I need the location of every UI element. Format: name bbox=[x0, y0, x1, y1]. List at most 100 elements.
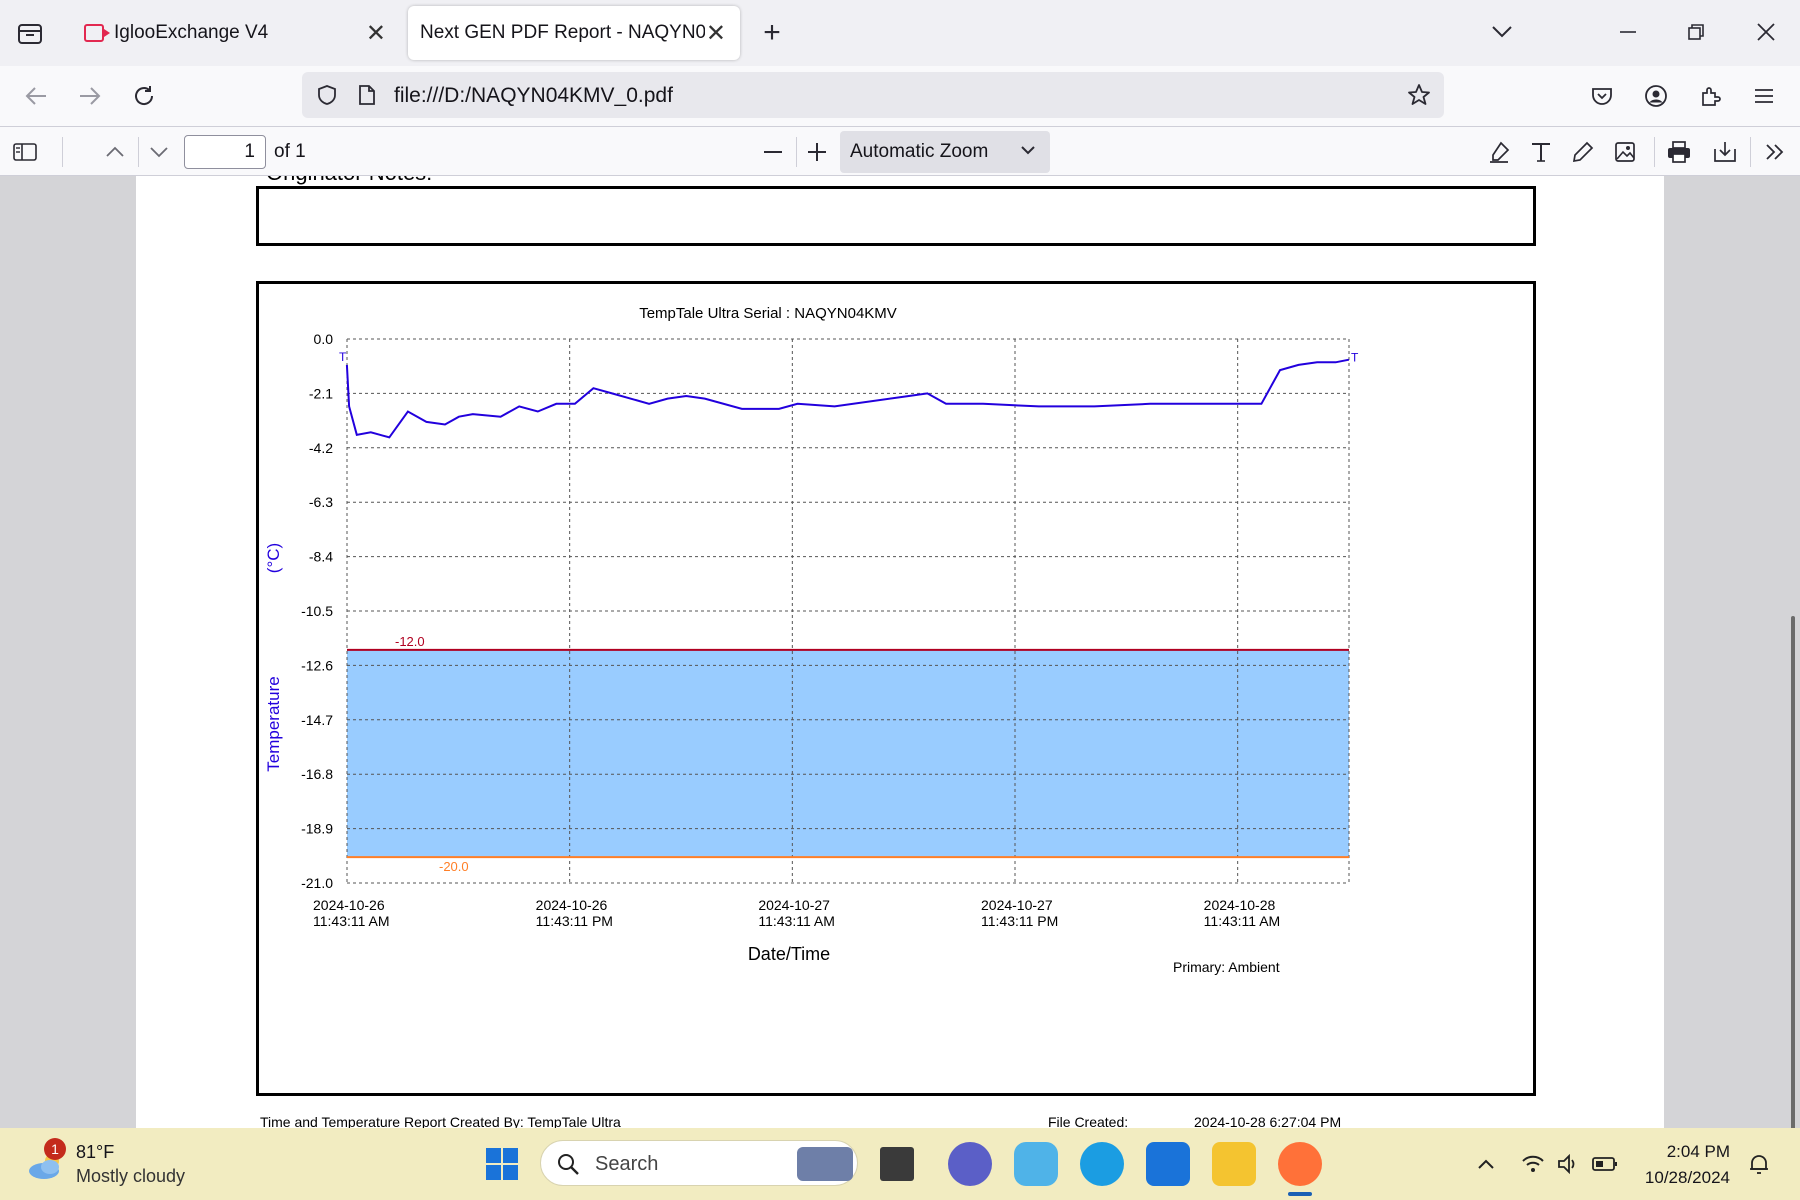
copilot-icon[interactable] bbox=[1014, 1142, 1058, 1186]
highlight-icon[interactable] bbox=[1482, 135, 1516, 169]
tab-label: IglooExchange V4 bbox=[114, 22, 269, 43]
back-icon[interactable] bbox=[18, 78, 54, 114]
series-legend: Primary: Ambient bbox=[1173, 959, 1280, 975]
zoom-out-icon[interactable] bbox=[756, 135, 790, 169]
list-all-tabs-icon[interactable] bbox=[1484, 14, 1520, 50]
x-tick-label: 11:43:11 PM bbox=[536, 913, 613, 929]
x-axis-label: Date/Time bbox=[748, 944, 830, 964]
zoom-in-icon[interactable] bbox=[800, 135, 834, 169]
task-view-icon[interactable] bbox=[880, 1147, 914, 1181]
chevron-up-icon[interactable] bbox=[1472, 1150, 1500, 1178]
close-tab-icon[interactable]: ✕ bbox=[705, 19, 726, 47]
navigation-bar: file:///D:/NAQYN04KMV_0.pdf bbox=[0, 66, 1800, 126]
tab-pdf-report[interactable]: Next GEN PDF Report - NAQYN04KMV ✕ bbox=[408, 6, 740, 60]
zoom-select[interactable]: Automatic Zoom bbox=[840, 131, 1050, 173]
wifi-icon[interactable] bbox=[1518, 1150, 1548, 1178]
y-tick-label: -4.2 bbox=[309, 440, 333, 456]
text-tool-icon[interactable] bbox=[1524, 135, 1558, 169]
x-tick-label: 11:43:11 AM bbox=[313, 913, 390, 929]
x-tick-label: 2024-10-27 bbox=[981, 897, 1053, 913]
y-tick-label: -12.6 bbox=[301, 657, 333, 673]
url-text[interactable]: file:///D:/NAQYN04KMV_0.pdf bbox=[394, 84, 673, 107]
page-count-label: of 1 bbox=[274, 141, 306, 162]
acceptable-range-band bbox=[347, 649, 1349, 858]
file-explorer-icon[interactable] bbox=[1212, 1142, 1256, 1186]
previous-page-icon[interactable] bbox=[98, 135, 132, 169]
page-number-input[interactable]: 1 bbox=[184, 135, 266, 169]
y-tick-label: -8.4 bbox=[309, 549, 333, 565]
x-tick-label: 11:43:11 PM bbox=[981, 913, 1058, 929]
shield-icon[interactable] bbox=[312, 80, 342, 110]
y-tick-label: 0.0 bbox=[314, 331, 334, 347]
clock-time[interactable]: 2:04 PM bbox=[1666, 1142, 1730, 1161]
y-tick-label: -6.3 bbox=[309, 494, 333, 510]
next-page-icon[interactable] bbox=[142, 135, 176, 169]
store-icon[interactable] bbox=[1146, 1142, 1190, 1186]
notification-badge: 1 bbox=[44, 1138, 66, 1160]
print-icon[interactable] bbox=[1662, 135, 1696, 169]
edge-icon[interactable] bbox=[1080, 1142, 1124, 1186]
x-tick-label: 2024-10-28 bbox=[1204, 897, 1276, 913]
taskbar-search[interactable]: Search bbox=[540, 1140, 858, 1186]
reload-icon[interactable] bbox=[126, 78, 162, 114]
end-marker: T bbox=[1351, 351, 1359, 365]
pdf-viewer[interactable]: Originator Notes: 0.0 -2.1 -4.2 -6.3 -8.4 -10… bbox=[0, 176, 1800, 1128]
temperature-series-line bbox=[345, 358, 1350, 439]
clock-date[interactable]: 10/28/2024 bbox=[1644, 1168, 1730, 1187]
start-marker: T bbox=[339, 350, 347, 364]
x-tick-label: 11:43:11 AM bbox=[758, 913, 835, 929]
battery-icon[interactable] bbox=[1590, 1150, 1620, 1178]
upper-limit-label: -12.0 bbox=[395, 634, 425, 649]
more-tools-icon[interactable] bbox=[1758, 135, 1792, 169]
close-tab-icon[interactable]: ✕ bbox=[365, 19, 386, 47]
volume-icon[interactable] bbox=[1554, 1150, 1584, 1178]
search-highlight-image bbox=[797, 1147, 853, 1181]
pocket-icon[interactable] bbox=[1584, 78, 1620, 114]
windows-start-icon[interactable] bbox=[480, 1142, 524, 1186]
x-tick-label: 2024-10-26 bbox=[536, 897, 608, 913]
close-window-icon[interactable] bbox=[1748, 14, 1784, 50]
y-tick-label: -14.7 bbox=[301, 712, 333, 728]
scrollbar[interactable] bbox=[1791, 616, 1795, 1128]
y-tick-label: -2.1 bbox=[309, 385, 333, 401]
separator bbox=[1750, 137, 1751, 167]
account-icon[interactable] bbox=[1638, 78, 1674, 114]
temperature-chart: 0.0 -2.1 -4.2 -6.3 -8.4 -10.5 -12.6 -14.7 -16.8 -… bbox=[256, 281, 1536, 1096]
chart-canvas: 0.0 -2.1 -4.2 -6.3 -8.4 -10.5 -12.6 -14.7 -16.8 -… bbox=[264, 305, 1359, 975]
separator bbox=[796, 137, 797, 167]
search-icon bbox=[555, 1151, 581, 1177]
pdf-page: Originator Notes: 0.0 -2.1 -4.2 -6.3 -8.4 -10… bbox=[136, 176, 1664, 1128]
draw-icon[interactable] bbox=[1566, 135, 1600, 169]
footer-created-by: Time and Temperature Report Created By: … bbox=[260, 1114, 621, 1128]
sidebar-toggle-icon[interactable] bbox=[8, 135, 42, 169]
bookmark-star-icon[interactable] bbox=[1404, 80, 1434, 110]
x-tick-label: 11:43:11 AM bbox=[1204, 913, 1281, 929]
y-tick-label: -21.0 bbox=[301, 875, 333, 891]
new-tab-icon[interactable]: + bbox=[763, 16, 781, 49]
chart-title: TempTale Ultra Serial : NAQYN04KMV bbox=[639, 305, 897, 322]
teams-icon[interactable] bbox=[948, 1142, 992, 1186]
notes-heading: Originator Notes: bbox=[266, 176, 432, 186]
x-tick-label: 2024-10-26 bbox=[313, 897, 385, 913]
extensions-icon[interactable] bbox=[1692, 78, 1728, 114]
firefox-icon[interactable] bbox=[1278, 1142, 1322, 1186]
tab-list-icon[interactable] bbox=[12, 16, 48, 50]
lower-limit-label: -20.0 bbox=[439, 859, 469, 874]
menu-icon[interactable] bbox=[1746, 78, 1782, 114]
search-label: Search bbox=[595, 1153, 659, 1175]
minimize-icon[interactable] bbox=[1610, 14, 1646, 50]
notifications-icon[interactable] bbox=[1744, 1150, 1774, 1178]
save-icon[interactable] bbox=[1708, 135, 1742, 169]
y-axis-label: Temperature bbox=[264, 676, 283, 771]
tab-iglooexchange[interactable]: IglooExchange V4 ✕ bbox=[68, 6, 400, 60]
address-bar[interactable]: file:///D:/NAQYN04KMV_0.pdf bbox=[302, 72, 1444, 118]
separator bbox=[138, 137, 139, 167]
weather-temperature[interactable]: 81°F bbox=[76, 1142, 115, 1162]
y-axis-unit: (°C) bbox=[264, 543, 283, 573]
y-tick-label: -10.5 bbox=[301, 603, 333, 619]
image-tool-icon[interactable] bbox=[1608, 135, 1642, 169]
forward-icon[interactable] bbox=[72, 78, 108, 114]
tab-label: Next GEN PDF Report - NAQYN04KMV bbox=[420, 22, 705, 43]
weather-description[interactable]: Mostly cloudy bbox=[76, 1166, 186, 1186]
restore-icon[interactable] bbox=[1678, 14, 1714, 50]
